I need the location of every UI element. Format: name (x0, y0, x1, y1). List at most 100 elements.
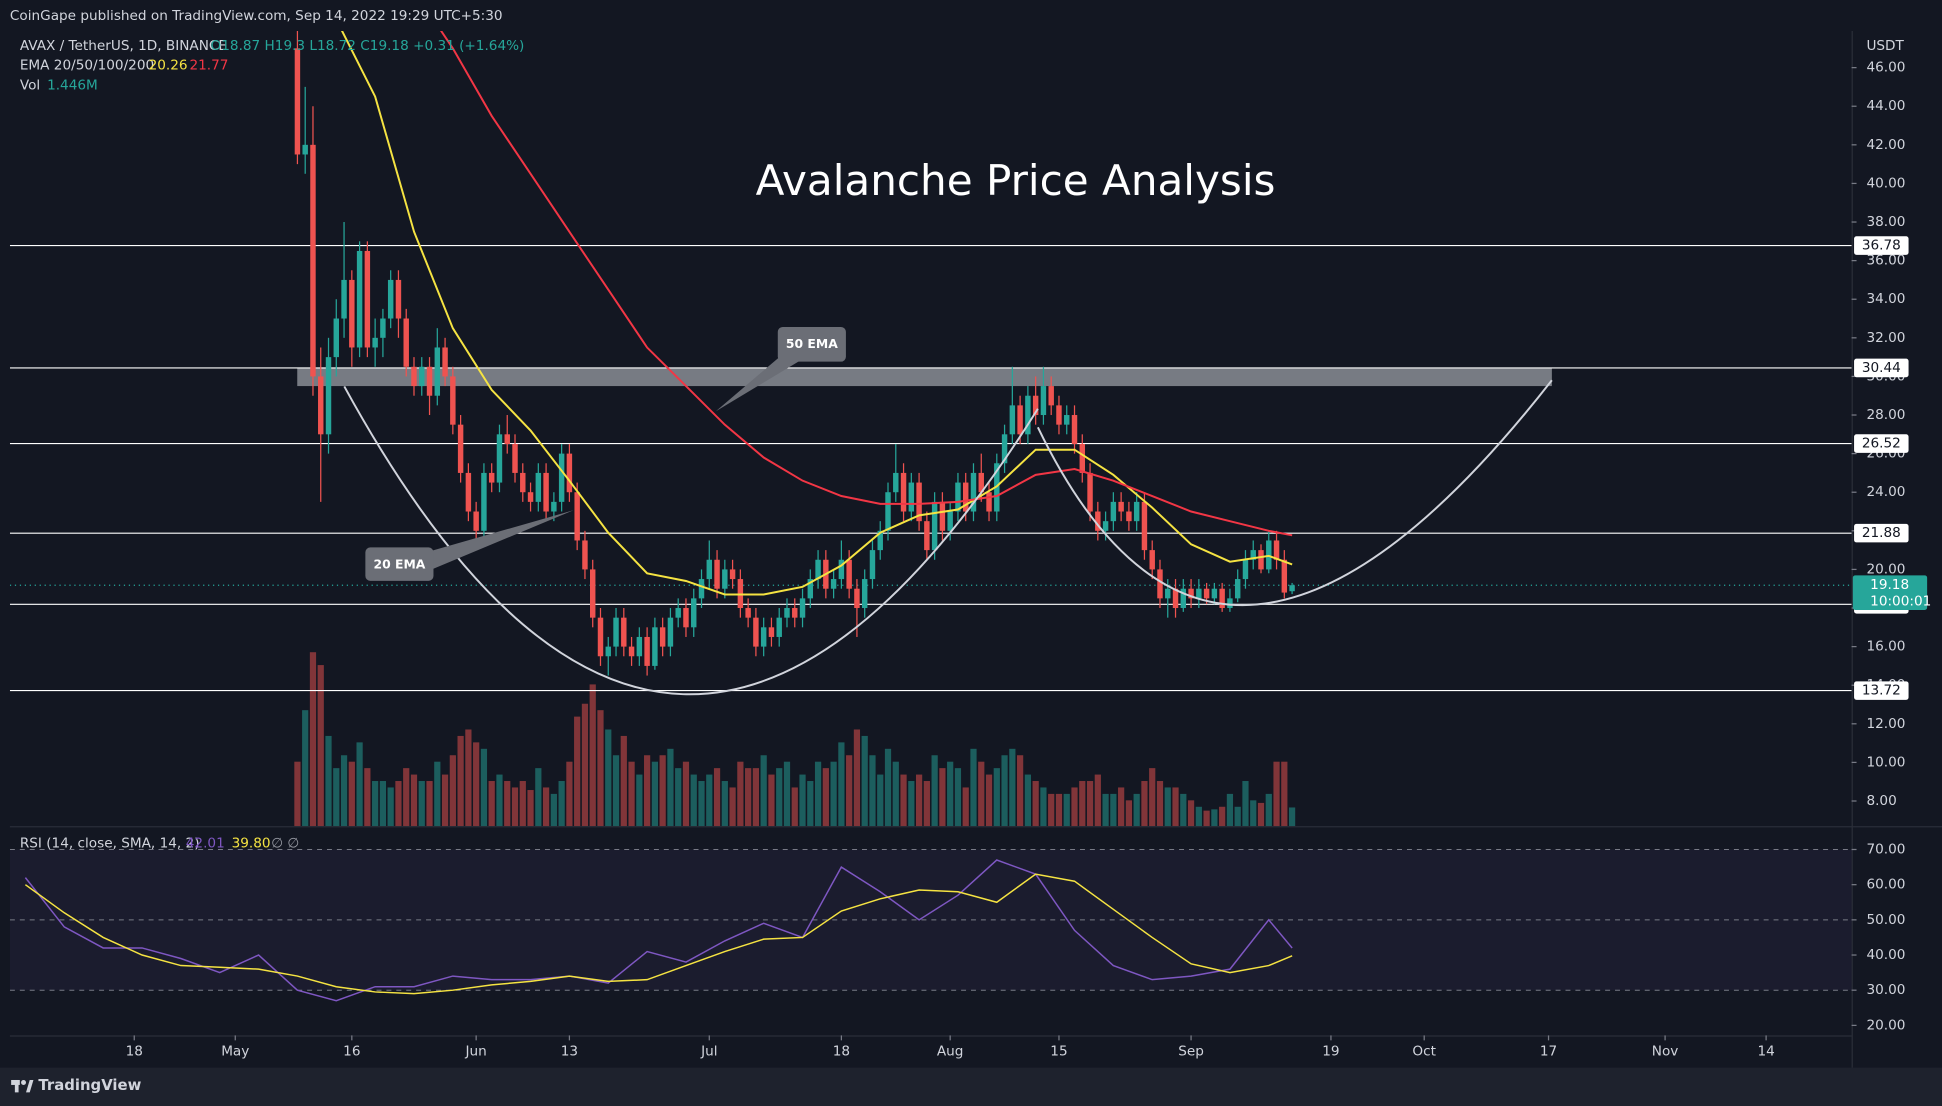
candle-body (1141, 501, 1148, 551)
candle-body (566, 453, 573, 493)
rsi-y-tick-label: 70.00 (1866, 841, 1905, 857)
volume-bar (978, 761, 985, 827)
volume-bar (294, 761, 301, 827)
volume-bar (1125, 800, 1133, 827)
candle-body (776, 617, 782, 637)
candle-body (302, 144, 308, 155)
ema-value: 20.26 (149, 58, 188, 74)
candle-body (869, 550, 876, 580)
candle-body (1001, 434, 1008, 464)
volume-bar (923, 781, 930, 827)
logo-part (21, 1079, 27, 1085)
candle-body (450, 376, 456, 425)
volume-bar (302, 710, 309, 827)
cup-curve (1036, 379, 1553, 606)
candle-body (1165, 588, 1171, 599)
candle-body (691, 598, 697, 628)
volume-bar (1219, 806, 1226, 827)
volume-bar (317, 665, 324, 827)
candle-body (908, 482, 915, 512)
volume-bar (1017, 755, 1024, 827)
volume-bar (1149, 768, 1156, 827)
y-tick-label: 12.00 (1866, 716, 1905, 732)
callout-box (777, 326, 846, 362)
volume-bar (1203, 810, 1210, 827)
candle-body (1203, 588, 1210, 599)
chart-title: Avalanche Price Analysis (756, 156, 1276, 205)
ema-line (439, 30, 1293, 537)
volume-bar (675, 768, 682, 827)
volume-bar (947, 761, 954, 827)
volume-bar (737, 761, 744, 827)
candle-body (722, 569, 728, 589)
x-tick-label: 16 (343, 1044, 360, 1060)
y-tick-label: 24.00 (1866, 484, 1905, 500)
rsi-y-tick-label: 20.00 (1866, 1017, 1905, 1033)
candle-body (900, 472, 907, 512)
volume-bar (340, 755, 348, 827)
x-tick-label: 15 (1050, 1044, 1067, 1060)
candle-body (294, 48, 301, 155)
volume-bar (690, 774, 697, 827)
volume-bar (962, 787, 969, 827)
volume-bar (364, 768, 371, 827)
candle-body (659, 627, 666, 647)
y-tick-label: 20.00 (1866, 561, 1905, 577)
ema-line (340, 30, 1293, 596)
volume-bar (853, 729, 861, 827)
brand-logo (11, 1079, 34, 1093)
volume-bar (1288, 807, 1296, 827)
candle-body (310, 144, 316, 377)
level-label: 30.44 (1862, 360, 1901, 376)
rsi-extra: ∅ ∅ (271, 835, 299, 851)
volume-bar (574, 716, 581, 827)
volume-bar (333, 768, 340, 827)
volume-bar (884, 748, 892, 827)
level-label-box (1854, 358, 1909, 378)
candle-body (784, 608, 790, 618)
volume-bar (612, 755, 620, 827)
candle-body (877, 530, 883, 551)
last-price-box (1852, 575, 1928, 611)
volume-bar (1133, 793, 1140, 827)
volume-bar (465, 729, 472, 827)
callout-50-ema: 50 EMA (715, 326, 846, 412)
candle-body (574, 492, 580, 541)
callout-pointer (715, 354, 803, 412)
candle-body (636, 636, 643, 657)
candle-body (356, 250, 363, 348)
volume-bar (426, 781, 433, 827)
volume-bar (504, 781, 511, 827)
candle-body (325, 357, 332, 435)
x-tick-label: Nov (1652, 1044, 1679, 1060)
candle-body (978, 472, 984, 493)
volume-bar (1250, 800, 1257, 827)
volume-bar (1180, 793, 1187, 827)
x-tick-label: Sep (1178, 1044, 1204, 1060)
candle-body (1273, 540, 1280, 560)
volume-bar (1071, 787, 1078, 827)
level-label: 26.52 (1862, 436, 1901, 452)
candle-body (1025, 395, 1031, 435)
candle-body (496, 434, 503, 483)
volume-bar (1110, 793, 1117, 827)
candle-body (675, 608, 681, 618)
level-label-box (1854, 681, 1909, 700)
candle-body (1242, 559, 1249, 580)
volume-bar (783, 761, 791, 827)
candle-body (962, 482, 969, 512)
rsi-value: 42.01 (186, 835, 225, 851)
callout-label: 20 EMA (373, 557, 425, 571)
candle-body (955, 482, 961, 512)
volume-bar (682, 761, 690, 827)
volume-bar (519, 781, 526, 827)
footer-bar (0, 1067, 1942, 1106)
rsi-y-tick-label: 30.00 (1866, 982, 1905, 998)
volume-bar (745, 768, 752, 827)
volume-bar (473, 742, 480, 827)
candle-body (621, 617, 627, 647)
y-tick-label: 16.00 (1866, 639, 1905, 655)
volume-bar (1079, 781, 1086, 827)
